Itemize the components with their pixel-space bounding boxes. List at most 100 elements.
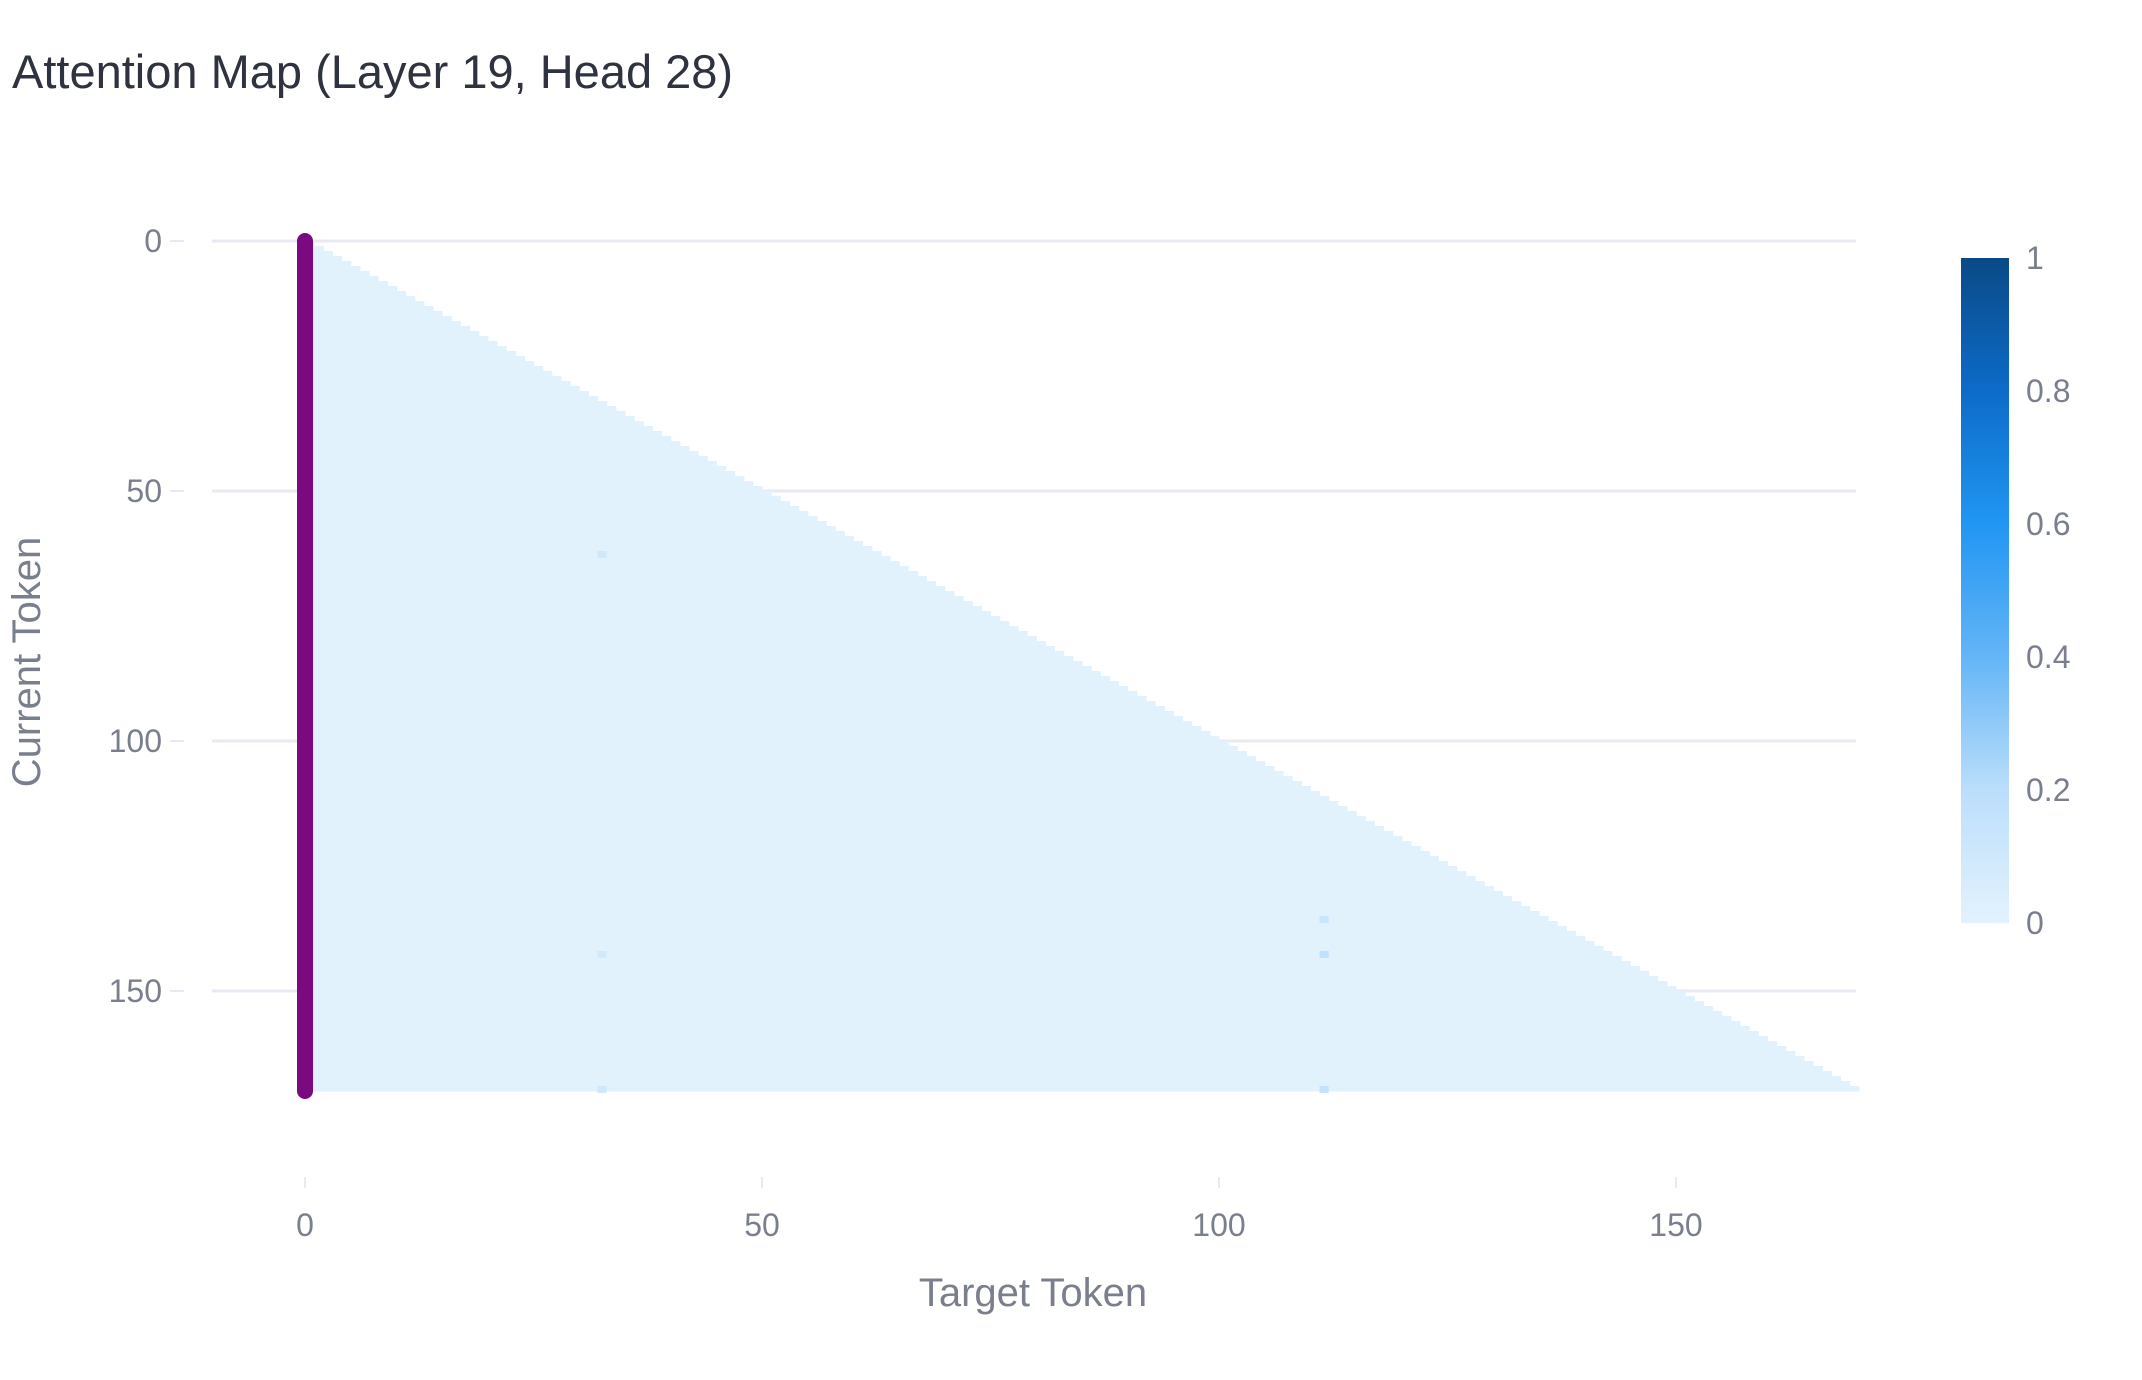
heatmap-row (305, 831, 1394, 837)
heatmap-row (305, 861, 1449, 867)
heatmap-row (305, 386, 580, 392)
heatmap-row (305, 856, 1439, 862)
y-axis-title: Current Token (5, 537, 49, 788)
heatmap-row (305, 361, 535, 367)
colorbar-gradient (1961, 258, 2009, 923)
heatmap-row (305, 1066, 1823, 1072)
heatmap-row (305, 1086, 1860, 1092)
heatmap-row (305, 631, 1028, 637)
heatmap-row (305, 651, 1065, 657)
heatmap-row (305, 641, 1046, 647)
heatmap-row (305, 356, 525, 362)
x-tick-label: 150 (1649, 1207, 1702, 1243)
heatmap-row (305, 476, 745, 482)
x-tick-label: 50 (744, 1207, 780, 1243)
heatmap-row (305, 441, 681, 447)
heatmap-cell (1319, 1086, 1329, 1093)
heatmap-row (305, 1001, 1705, 1007)
heatmap-row (305, 521, 827, 527)
heatmap-row (305, 456, 708, 462)
heatmap-row (305, 326, 471, 332)
heatmap-cells (305, 241, 1860, 1093)
heatmap-row (305, 691, 1138, 697)
heatmap-row (305, 501, 791, 507)
heatmap-row (305, 1006, 1714, 1012)
heatmap-row (305, 256, 343, 262)
colorbar: 0 0.2 0.4 0.6 0.8 1 (1961, 240, 2070, 941)
heatmap-row (305, 851, 1430, 857)
heatmap-row (305, 551, 882, 557)
heatmap-row (305, 431, 663, 437)
heatmap-row (305, 391, 589, 397)
heatmap-row (305, 746, 1238, 752)
heatmap-row (305, 531, 845, 537)
y-tick-label: 50 (126, 473, 162, 509)
heatmap-row (305, 1011, 1723, 1017)
heatmap-row (305, 681, 1120, 687)
heatmap-row (305, 251, 334, 257)
heatmap-row (305, 616, 1001, 622)
heatmap-row (305, 646, 1056, 652)
heatmap-row (305, 961, 1631, 967)
heatmap-row (305, 346, 507, 352)
heatmap-row (305, 1046, 1787, 1052)
heatmap-cell (597, 551, 607, 558)
heatmap-row (305, 876, 1476, 882)
heatmap-row (305, 561, 900, 567)
heatmap-row (305, 1061, 1814, 1067)
heatmap-row (305, 451, 699, 457)
heatmap-row (305, 931, 1577, 937)
y-tick-label: 0 (144, 223, 162, 259)
heatmap-row (305, 506, 800, 512)
heatmap-row (305, 721, 1193, 727)
heatmap-row (305, 666, 1092, 672)
y-tick-label: 150 (109, 973, 162, 1009)
heatmap-row (305, 676, 1110, 682)
colorbar-tick-label: 0.8 (2026, 373, 2070, 409)
heatmap-row (305, 916, 1549, 922)
x-tick-label: 0 (296, 1207, 314, 1243)
heatmap-row (305, 1036, 1768, 1042)
colorbar-tick-label: 0 (2026, 905, 2044, 941)
heatmap-row (305, 511, 809, 517)
heatmap-row (305, 301, 425, 307)
heatmap-cell (1319, 951, 1329, 958)
heatmap-row (305, 656, 1074, 662)
heatmap-row (305, 331, 480, 337)
heatmap-row (305, 576, 928, 582)
heatmap-row (305, 986, 1677, 992)
heatmap-row (305, 706, 1165, 712)
heatmap-cell (597, 951, 607, 958)
heatmap-row (305, 711, 1174, 717)
colorbar-tick-label: 0.4 (2026, 639, 2070, 675)
heatmap-row (305, 941, 1595, 947)
heatmap-row (305, 766, 1275, 772)
heatmap-row (305, 926, 1567, 932)
heatmap-row (305, 936, 1586, 942)
heatmap-row (305, 996, 1695, 1002)
heatmap-row (305, 526, 836, 532)
heatmap-row (305, 541, 864, 547)
heatmap-row (305, 751, 1248, 757)
heatmap-row (305, 421, 644, 427)
heatmap-row (305, 581, 937, 587)
heatmap-row (305, 1081, 1851, 1087)
heatmap-row (305, 761, 1266, 767)
heatmap-row (305, 416, 635, 422)
heatmap-row (305, 781, 1302, 787)
heatmap-row (305, 826, 1385, 832)
heatmap-row (305, 601, 973, 607)
heatmap-row (305, 796, 1330, 802)
heatmap-cell (597, 1086, 607, 1093)
heatmap-row (305, 1056, 1805, 1062)
heatmap-row (305, 956, 1622, 962)
heatmap-row (305, 321, 461, 327)
heatmap-row (305, 486, 763, 492)
heatmap-row (305, 306, 434, 312)
heatmap-row (305, 921, 1558, 927)
heatmap-row (305, 1016, 1732, 1022)
colorbar-tick-label: 1 (2026, 240, 2044, 276)
heatmap-row (305, 881, 1485, 887)
heatmap-row (305, 571, 918, 577)
